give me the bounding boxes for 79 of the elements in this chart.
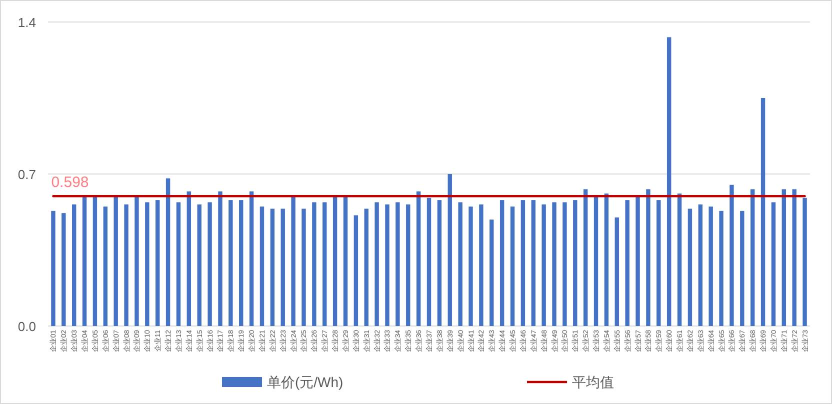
bar	[698, 204, 702, 326]
bar	[719, 210, 724, 326]
bar	[124, 204, 128, 326]
bar	[656, 200, 661, 326]
bar	[228, 200, 233, 326]
bar	[312, 202, 316, 326]
bar	[771, 202, 776, 326]
bar	[426, 198, 432, 326]
bar	[354, 215, 358, 326]
bar	[594, 196, 598, 326]
bar	[573, 200, 578, 326]
legend-label: 平均值	[572, 374, 614, 390]
bar	[302, 208, 306, 326]
y-tick-label: 0.0	[18, 319, 36, 334]
bar	[166, 178, 170, 326]
bar	[468, 206, 473, 326]
bar	[249, 191, 254, 326]
bar	[802, 198, 807, 326]
bar	[782, 189, 786, 326]
bar	[448, 174, 452, 326]
bar	[62, 213, 66, 326]
bar	[92, 196, 98, 326]
bar	[343, 196, 348, 326]
bar	[740, 210, 744, 326]
bar	[437, 200, 442, 326]
bar	[510, 206, 515, 326]
bar	[552, 202, 556, 326]
bar	[208, 202, 212, 326]
bar	[197, 204, 202, 326]
bar	[385, 204, 390, 326]
bar	[636, 196, 640, 326]
bar	[114, 196, 118, 326]
bar	[490, 220, 494, 326]
legend-label: 单价(元/Wh)	[267, 374, 344, 390]
bar	[479, 204, 484, 326]
bar	[583, 189, 588, 326]
bar	[520, 200, 526, 326]
bar	[291, 196, 296, 326]
y-tick-label: 1.4	[18, 15, 36, 30]
bar	[604, 194, 609, 326]
bar	[677, 194, 682, 326]
bar	[625, 200, 630, 326]
bar	[270, 208, 275, 326]
bar	[176, 202, 181, 326]
bar	[458, 202, 462, 326]
bar	[332, 196, 338, 326]
bar	[280, 208, 285, 326]
bar	[792, 189, 796, 326]
bar	[82, 196, 87, 326]
bar	[542, 204, 546, 326]
bar	[416, 191, 421, 326]
bar	[396, 202, 400, 326]
bar	[406, 204, 410, 326]
bar	[72, 204, 76, 326]
bar	[218, 191, 222, 326]
bar	[500, 200, 504, 326]
bar	[374, 202, 379, 326]
bar	[730, 184, 734, 326]
bar	[531, 200, 536, 326]
bar	[760, 98, 766, 326]
bar	[364, 208, 368, 326]
bar	[51, 210, 56, 326]
bar	[646, 189, 650, 326]
bar	[156, 200, 160, 326]
bar	[260, 206, 264, 326]
bar	[186, 191, 192, 326]
bar	[688, 208, 692, 326]
bar	[562, 202, 567, 326]
bar	[145, 202, 150, 326]
bar	[322, 202, 327, 326]
bar	[666, 37, 672, 326]
bar	[708, 206, 713, 326]
bar	[614, 217, 619, 326]
bar	[103, 206, 108, 326]
bar	[239, 200, 244, 326]
data-label: 0.598	[51, 174, 89, 192]
bar	[750, 189, 755, 326]
y-tick-label: 0.7	[18, 167, 36, 182]
bar	[134, 196, 139, 326]
